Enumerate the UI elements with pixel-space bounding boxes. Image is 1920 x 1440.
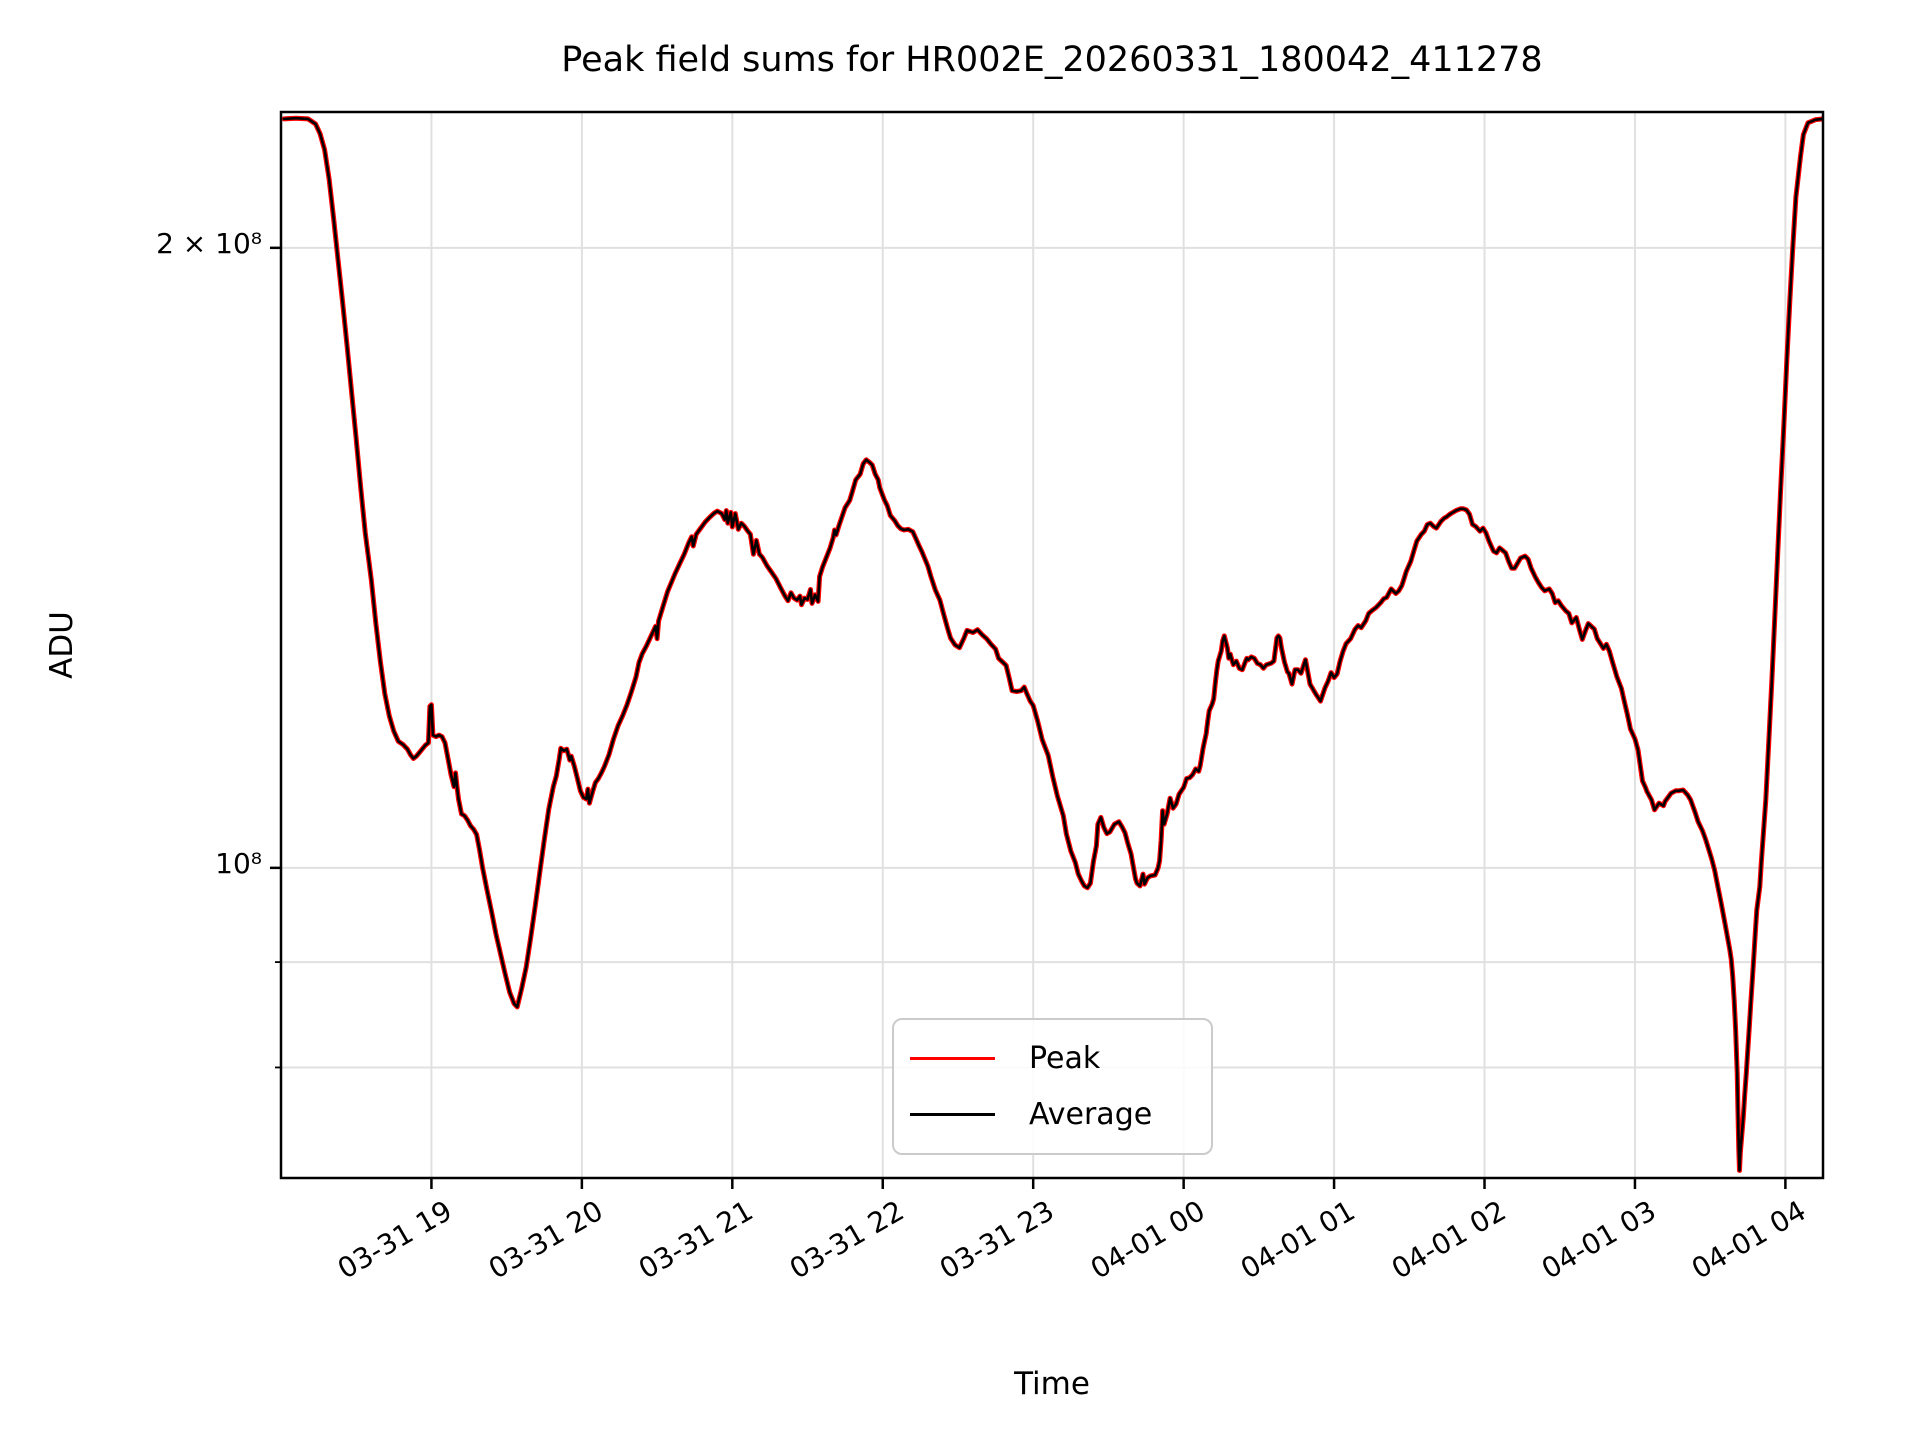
x-axis-label: Time (1014, 1366, 1090, 1402)
legend-label-average: Average (1029, 1097, 1153, 1132)
peak-line-swatch (910, 1057, 995, 1060)
legend-item-average: Average (910, 1097, 1211, 1132)
average-line (282, 116, 1823, 1172)
axes-spines (279, 110, 1825, 1180)
y-axis-label: ADU (44, 611, 80, 679)
legend-item-peak: Peak (910, 1041, 1211, 1076)
legend: Peak Average (892, 1018, 1213, 1155)
y-tick-label: 2 × 10⁸ (156, 226, 262, 260)
chart-title: Peak field sums for HR002E_20260331_1800… (561, 40, 1543, 80)
plot-background (281, 112, 1823, 1178)
average-line-swatch (910, 1113, 995, 1116)
y-tick-label: 10⁸ (215, 846, 262, 880)
legend-label-peak: Peak (1029, 1041, 1101, 1076)
